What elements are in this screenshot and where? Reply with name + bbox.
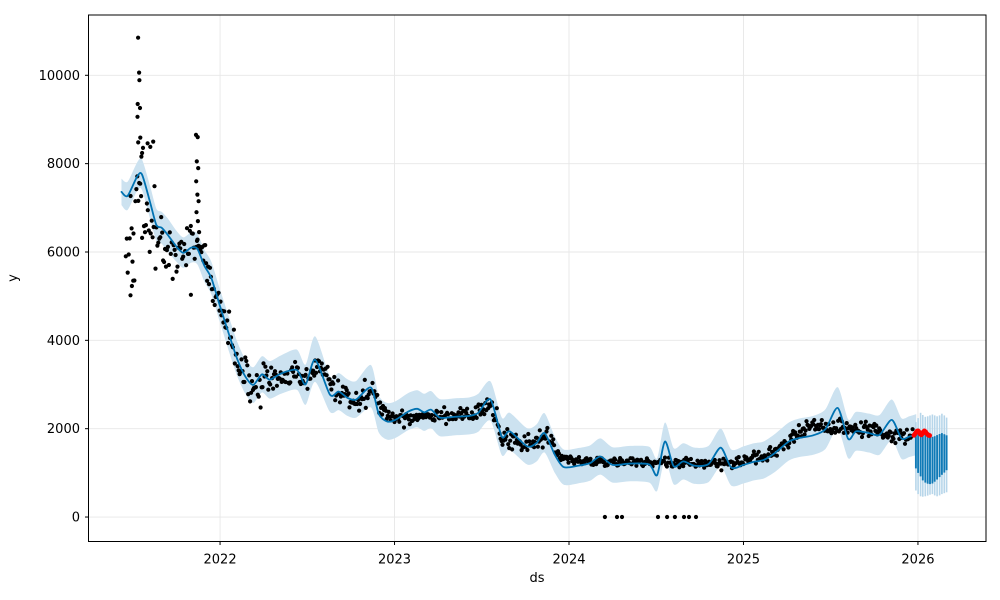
x-tick-label: 2022 [204,553,237,568]
y-tick-label: 10000 [39,69,80,84]
x-tick-label: 2026 [901,553,934,568]
y-tick-label: 4000 [47,334,80,349]
forecast-line [120,172,918,477]
y-tick-label: 6000 [47,245,80,260]
uncertainty-band [121,158,917,492]
gridlines [88,15,986,542]
x-tick-label: 2025 [727,553,760,568]
y-tick-label: 0 [72,511,80,526]
x-tick-label: 2023 [378,553,411,568]
axes [85,14,987,545]
y-tick-label: 8000 [47,157,80,172]
y-tick-label: 2000 [47,422,80,437]
y-tick-labels: 0 2000 4000 6000 8000 10000 [39,69,80,526]
x-tick-label: 2024 [552,553,585,568]
y-axis-label: y [6,274,21,282]
x-axis-label: ds [529,571,544,586]
forecast-tail-daily-stripes [914,412,948,497]
highlight-points-red [911,428,932,438]
x-tick-labels: 2022 2023 2024 2025 2026 [204,553,935,568]
